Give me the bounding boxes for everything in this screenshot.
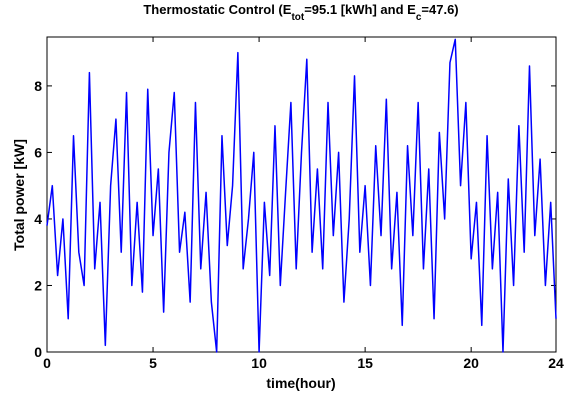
title-subscript: c: [416, 12, 422, 23]
x-tick-label: 10: [251, 355, 267, 371]
y-tick-label: 2: [34, 277, 42, 293]
plot-frame: [46, 36, 557, 353]
x-axis-label: time(hour): [266, 375, 335, 391]
y-axis-label: Total power [kW]: [11, 139, 27, 251]
title-text: =47.6): [421, 2, 458, 17]
y-tick-label: 6: [34, 144, 42, 160]
x-tick-label: 24: [548, 355, 564, 371]
x-tick-label: 20: [463, 355, 479, 371]
y-tick-label: 4: [34, 211, 42, 227]
y-tick-label: 8: [34, 78, 42, 94]
x-tick-label: 0: [43, 355, 51, 371]
y-tick-label: 0: [34, 344, 42, 360]
chart-title: Thermostatic Control (Etot=95.1 [kWh] an…: [143, 2, 458, 23]
title-text: =95.1 [kWh] and E: [304, 2, 416, 17]
title-text: Thermostatic Control (E: [143, 2, 291, 17]
line-series: [46, 38, 557, 353]
x-tick-label: 15: [357, 355, 373, 371]
title-subscript: tot: [291, 12, 304, 23]
x-tick-label: 5: [149, 355, 157, 371]
